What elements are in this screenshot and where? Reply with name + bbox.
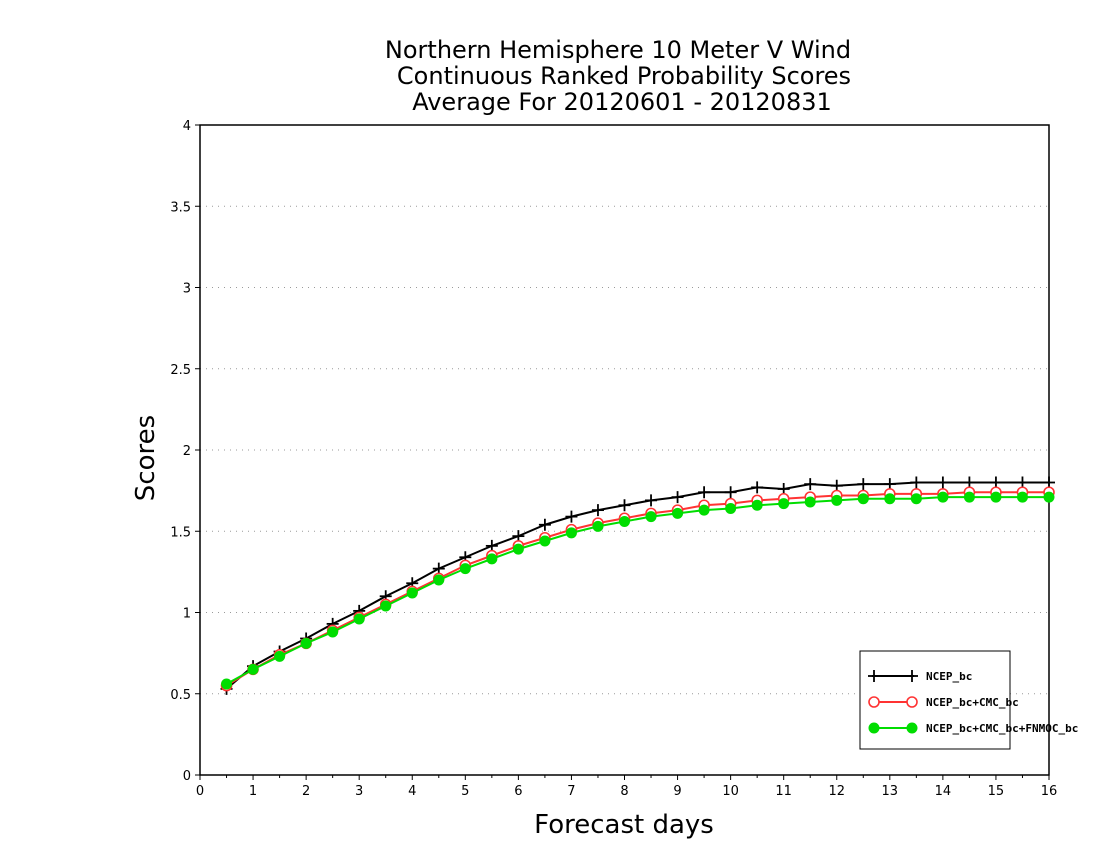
- data-point: [459, 563, 471, 575]
- data-point: [857, 493, 869, 505]
- x-tick-label: 4: [408, 784, 416, 799]
- legend: NCEP_bc NCEP_bc+CMC_bc NCEP_bc+CMC_bc+FNMO…: [859, 650, 1078, 750]
- y-axis-label: Scores: [131, 415, 161, 501]
- data-point: [937, 491, 949, 503]
- data-point: [1016, 491, 1028, 503]
- x-tick-label: 7: [567, 784, 575, 799]
- data-point: [990, 491, 1002, 503]
- title-line-3: Average For 20120601 - 20120831: [412, 88, 832, 116]
- y-tick-label: 3: [183, 282, 191, 297]
- x-tick-label: 8: [620, 784, 628, 799]
- y-tick-label: 1.5: [170, 525, 191, 540]
- x-tick-label: 2: [302, 784, 310, 799]
- data-point: [380, 600, 392, 612]
- title-line-1: Northern Hemisphere 10 Meter V Wind: [385, 36, 851, 64]
- x-tick-label: 3: [355, 784, 363, 799]
- x-tick-label: 16: [1041, 784, 1058, 799]
- x-tick-label: 9: [673, 784, 681, 799]
- title-line-2: Continuous Ranked Probability Scores: [397, 62, 851, 90]
- y-axis-ticks: 0 0.5 1 1.5 2 2.5 3 3.5 4: [170, 119, 200, 784]
- data-point: [486, 553, 498, 565]
- x-tick-label: 10: [722, 784, 739, 799]
- legend-entry: NCEP_bc: [868, 670, 972, 683]
- y-tick-label: 0.5: [170, 688, 191, 703]
- x-tick-label: 1: [249, 784, 257, 799]
- data-point: [906, 696, 918, 708]
- legend-entry: NCEP_bc+CMC_bc+FNMOC_bc: [868, 722, 1078, 735]
- data-point: [963, 491, 975, 503]
- y-tick-label: 2: [183, 444, 191, 459]
- x-axis-label: Forecast days: [534, 810, 714, 840]
- data-point: [433, 574, 445, 586]
- series-3: [221, 491, 1055, 690]
- x-tick-label: 6: [514, 784, 522, 799]
- data-point: [725, 503, 737, 514]
- data-point: [592, 520, 604, 532]
- data-point: [1043, 491, 1055, 503]
- x-tick-label: 12: [828, 784, 845, 799]
- chart-title: Northern Hemisphere 10 Meter V Wind Cont…: [385, 36, 851, 116]
- data-point: [512, 543, 524, 555]
- data-point: [645, 511, 657, 523]
- data-point: [751, 499, 763, 511]
- data-point: [831, 494, 843, 506]
- x-tick-label: 0: [196, 784, 204, 799]
- legend-entry: NCEP_bc+CMC_bc: [868, 696, 1019, 709]
- x-tick-label: 13: [882, 784, 899, 799]
- data-point: [672, 507, 684, 519]
- data-point: [868, 722, 880, 734]
- data-point: [698, 504, 710, 516]
- series-layer: [220, 476, 1055, 695]
- data-point: [247, 663, 259, 675]
- data-point: [884, 493, 896, 505]
- legend-label: NCEP_bc+CMC_bc+FNMOC_bc: [926, 722, 1078, 735]
- gridlines: [200, 205, 1049, 695]
- data-point: [906, 722, 918, 734]
- x-tick-label: 14: [935, 784, 952, 799]
- y-tick-label: 1: [183, 607, 191, 622]
- data-point: [300, 637, 312, 649]
- data-point: [910, 493, 922, 505]
- x-tick-label: 11: [775, 784, 792, 799]
- data-point: [406, 587, 418, 599]
- data-point: [778, 498, 790, 510]
- x-axis-ticks: 0 1 2 3 4 5 6 7 8 9 10 11 12 13 14 15 16: [196, 775, 1057, 799]
- legend-box: [859, 650, 1011, 750]
- data-point: [353, 613, 365, 625]
- data-point: [539, 535, 551, 547]
- y-tick-label: 3.5: [170, 200, 191, 215]
- x-tick-label: 15: [988, 784, 1005, 799]
- data-point: [274, 650, 286, 662]
- y-tick-label: 2.5: [170, 363, 191, 378]
- legend-label: NCEP_bc+CMC_bc: [926, 696, 1019, 709]
- data-point: [619, 516, 630, 527]
- data-point: [327, 626, 339, 638]
- y-tick-label: 0: [183, 769, 191, 784]
- data-point: [868, 696, 880, 708]
- data-point: [565, 527, 577, 539]
- legend-label: NCEP_bc: [926, 670, 972, 683]
- data-point: [804, 496, 816, 508]
- y-tick-label: 4: [183, 119, 191, 134]
- x-tick-label: 5: [461, 784, 469, 799]
- data-point: [221, 678, 233, 690]
